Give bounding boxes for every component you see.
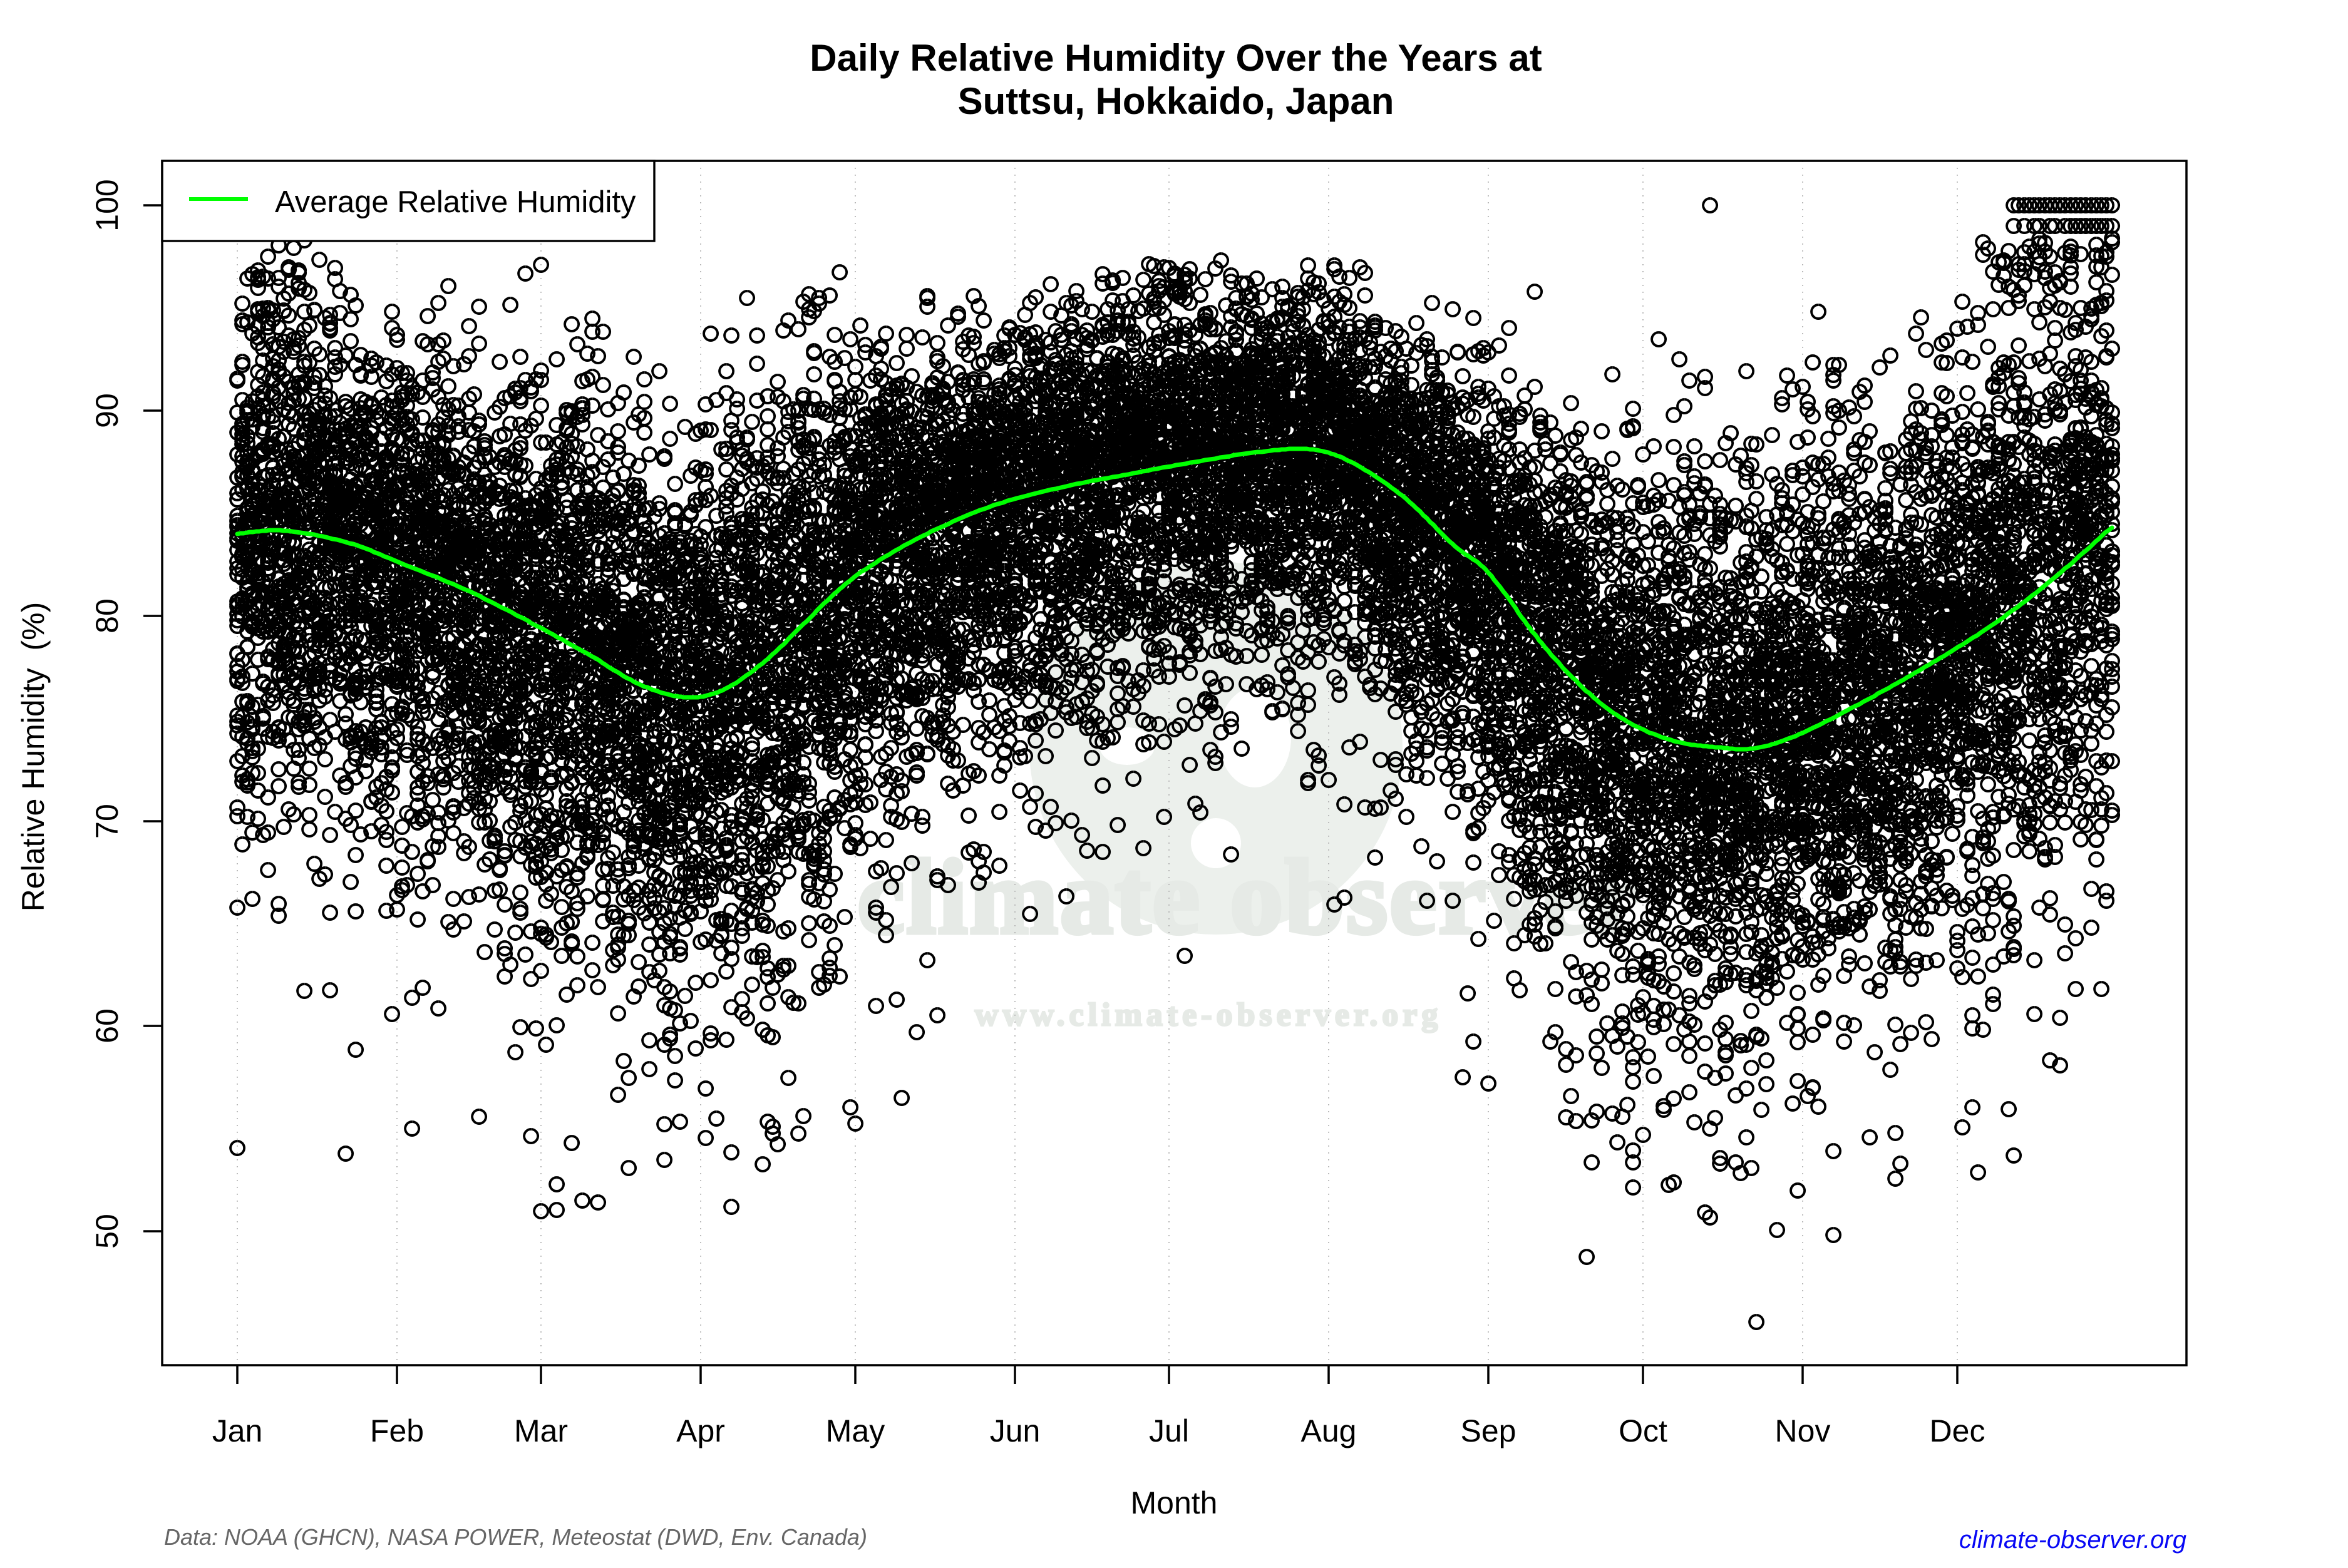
svg-text:Dec: Dec bbox=[1930, 1413, 1985, 1448]
svg-text:Feb: Feb bbox=[370, 1413, 424, 1448]
svg-text:80: 80 bbox=[90, 598, 125, 633]
svg-text:Sep: Sep bbox=[1461, 1413, 1516, 1448]
svg-text:Apr: Apr bbox=[676, 1413, 725, 1448]
svg-text:Jan: Jan bbox=[212, 1413, 263, 1448]
svg-text:Data: NOAA (GHCN), NASA POWER,: Data: NOAA (GHCN), NASA POWER, Meteostat… bbox=[164, 1524, 867, 1550]
svg-text:www.climate-observer.org: www.climate-observer.org bbox=[975, 997, 1443, 1033]
svg-text:Month: Month bbox=[1131, 1485, 1218, 1520]
svg-text:Jul: Jul bbox=[1149, 1413, 1189, 1448]
svg-text:Daily Relative Humidity Over t: Daily Relative Humidity Over the Years a… bbox=[810, 37, 1542, 79]
svg-text:Suttsu, Hokkaido, Japan: Suttsu, Hokkaido, Japan bbox=[958, 80, 1394, 122]
svg-text:climate-observer.org: climate-observer.org bbox=[1959, 1526, 2186, 1554]
svg-text:Nov: Nov bbox=[1775, 1413, 1831, 1448]
svg-text:Mar: Mar bbox=[514, 1413, 568, 1448]
svg-text:Relative Humidity (%): Relative Humidity (%) bbox=[16, 602, 51, 912]
svg-text:Aug: Aug bbox=[1301, 1413, 1357, 1448]
svg-text:70: 70 bbox=[90, 804, 125, 839]
svg-text:100: 100 bbox=[90, 179, 125, 231]
svg-text:Average Relative Humidity: Average Relative Humidity bbox=[275, 185, 636, 219]
svg-text:60: 60 bbox=[90, 1008, 125, 1043]
svg-text:50: 50 bbox=[90, 1214, 125, 1249]
svg-text:Oct: Oct bbox=[1619, 1413, 1667, 1448]
svg-text:May: May bbox=[826, 1413, 885, 1448]
svg-text:Jun: Jun bbox=[990, 1413, 1041, 1448]
svg-text:90: 90 bbox=[90, 393, 125, 428]
